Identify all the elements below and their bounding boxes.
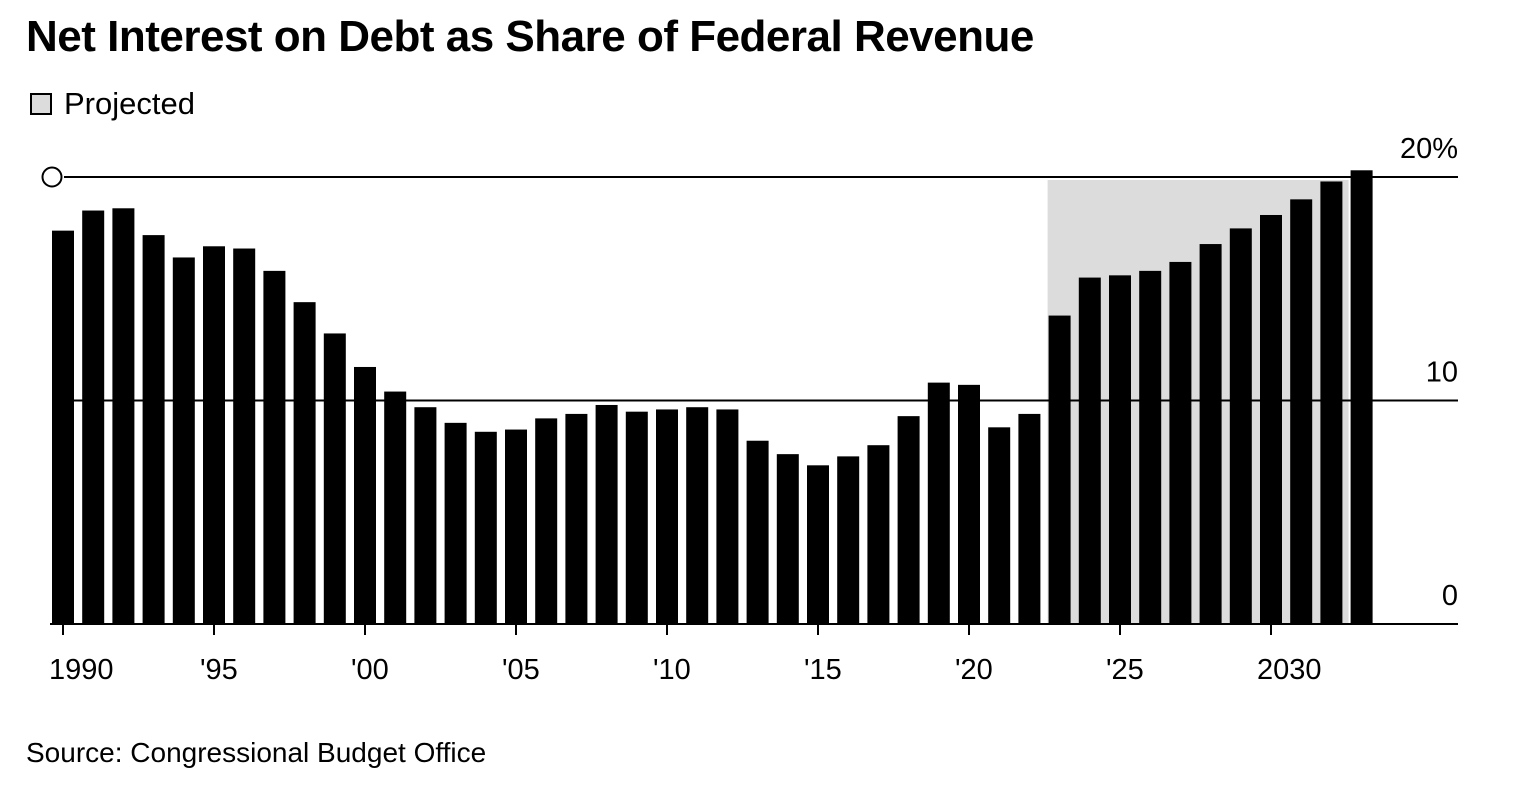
bar-2021 — [988, 427, 1011, 624]
projected-legend-label: Projected — [64, 86, 195, 121]
x-tick-label-1995: '95 — [200, 654, 238, 686]
bar-2000 — [354, 366, 376, 624]
x-tick-label-2005: '05 — [502, 654, 540, 686]
y-tick-label-0: 0 — [1442, 580, 1458, 612]
bar-1995 — [203, 246, 225, 624]
bar-1997 — [263, 270, 286, 624]
bar-2016 — [837, 456, 860, 624]
y-tick-label-10: 10 — [1426, 357, 1458, 389]
bar-2026 — [1139, 270, 1162, 624]
x-tick-label-2010: '10 — [653, 654, 691, 686]
bar-1991 — [82, 210, 105, 624]
x-tick-label-2015: '15 — [804, 654, 842, 686]
bar-2003 — [444, 422, 467, 624]
bar-2009 — [625, 411, 648, 624]
bar-1996 — [233, 248, 256, 624]
bar-2023 — [1048, 315, 1071, 624]
bar-2024 — [1078, 277, 1101, 624]
bar-2020 — [958, 384, 980, 624]
x-tick-label-2020: '20 — [955, 654, 993, 686]
bar-2017 — [867, 445, 890, 624]
bar-2006 — [535, 418, 558, 624]
bar-2029 — [1229, 228, 1252, 624]
projected-legend-swatch — [30, 93, 52, 115]
bar-2031 — [1290, 199, 1313, 624]
bar-2007 — [565, 413, 588, 624]
bar-2032 — [1320, 181, 1343, 624]
bar-2025 — [1109, 275, 1131, 624]
x-tick-label-2000: '00 — [351, 654, 389, 686]
max-marker-circle — [41, 166, 63, 188]
bar-1993 — [142, 235, 165, 625]
bar-2008 — [595, 404, 618, 624]
bar-1999 — [323, 333, 346, 624]
bar-2001 — [384, 391, 407, 624]
bar-2013 — [746, 440, 769, 624]
bar-2014 — [776, 454, 799, 624]
bar-1990 — [52, 230, 74, 624]
y-tick-label-20: 20% — [1400, 133, 1458, 165]
bar-2022 — [1018, 413, 1041, 624]
bar-2018 — [897, 416, 920, 624]
bar-1992 — [112, 208, 135, 625]
bar-2033 — [1350, 170, 1373, 625]
bar-2027 — [1169, 261, 1192, 624]
bar-1998 — [293, 302, 316, 624]
bar-2011 — [686, 407, 709, 624]
x-tick-label-2030: 2030 — [1257, 654, 1322, 686]
bar-2005 — [505, 429, 527, 624]
source-note: Source: Congressional Budget Office — [26, 737, 487, 768]
legend: Projected — [30, 84, 195, 124]
bar-2019 — [927, 382, 950, 624]
x-tick-label-1990: 1990 — [49, 654, 114, 686]
bar-2030 — [1260, 214, 1282, 624]
bar-2015 — [807, 465, 829, 624]
bar-2010 — [656, 409, 678, 624]
bar-2002 — [414, 407, 437, 624]
x-tick-label-2025: '25 — [1106, 654, 1144, 686]
bar-1994 — [172, 257, 195, 624]
bar-2028 — [1199, 244, 1222, 625]
bar-2004 — [474, 431, 497, 624]
bar-2012 — [716, 409, 739, 624]
chart-title: Net Interest on Debt as Share of Federal… — [26, 12, 1034, 61]
